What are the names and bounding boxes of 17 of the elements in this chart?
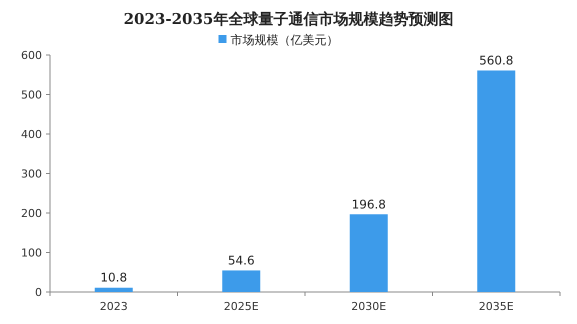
ytick: 0 (35, 286, 42, 299)
ytick: 400 (21, 128, 42, 141)
data-label: 10.8 (100, 270, 128, 285)
ytick: 500 (21, 88, 42, 102)
xtick: 2023 (100, 300, 128, 313)
ytick: 200 (21, 207, 42, 220)
title: 2023-2035年全球量子通信市场规模趋势预测图 (124, 10, 454, 28)
xtick: 2025E (224, 300, 259, 313)
legend-label: 市场规模（亿美元） (230, 33, 338, 47)
xtick: 2030E (351, 300, 386, 313)
data-label: 54.6 (228, 253, 255, 268)
ytick: 600 (21, 49, 42, 62)
xtick: 2035E (478, 300, 514, 313)
ytick: 300 (21, 168, 42, 180)
data-label: 196.8 (352, 197, 386, 212)
ytick: 100 (21, 246, 42, 260)
data-label: 560.8 (479, 53, 514, 68)
